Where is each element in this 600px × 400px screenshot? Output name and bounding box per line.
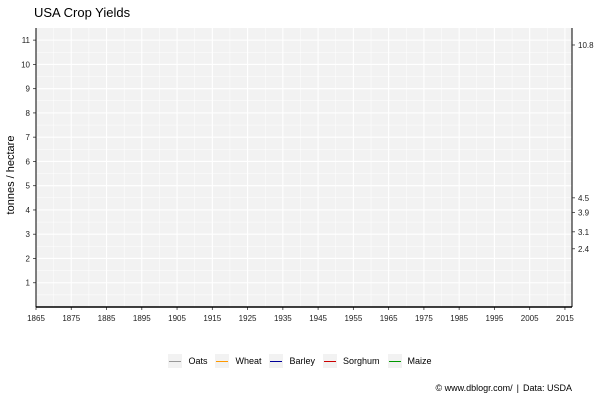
x-tick-label: 1995 [486,314,504,323]
legend-line-swatch [270,361,283,362]
legend-item: Barley [269,354,315,368]
x-tick-label: 1895 [133,314,151,323]
right-axis-label: 4.5 [578,194,590,203]
legend-label: Barley [289,356,315,366]
right-axis-label: 10.8 [578,41,594,50]
x-tick-label: 1945 [309,314,327,323]
y-tick-label: 3 [26,230,31,239]
y-tick-label: 10 [21,60,30,69]
legend-line-swatch [388,361,401,362]
legend-item: Oats [168,354,207,368]
y-axis-label: tonnes / hectare [5,135,17,215]
x-tick-label: 1915 [203,314,221,323]
legend-item: Wheat [215,354,261,368]
y-tick-label: 5 [26,182,31,191]
y-tick-label: 4 [26,206,31,215]
legend-key [168,354,183,368]
legend-label: Sorghum [343,356,380,366]
caption-data-credit: Data: USDA [522,383,572,393]
x-tick-label: 1935 [274,314,292,323]
caption: © www.dblogr.com/| Data: USDA [435,383,572,393]
chart-title: USA Crop Yields [34,5,131,20]
legend-key [215,354,230,368]
legend-label: Maize [407,356,432,366]
legend: Oats Wheat Barley Sorghum Maize [0,352,600,370]
legend-key [323,354,337,368]
x-tick-label: 1865 [27,314,45,323]
y-tick-label: 2 [26,254,31,263]
x-tick-label: 1905 [168,314,186,323]
legend-line-swatch [169,361,182,362]
y-tick-label: 6 [26,157,31,166]
legend-label: Wheat [235,356,262,366]
x-tick-label: 2015 [556,314,574,323]
x-tick-label: 1885 [98,314,116,323]
legend-label: Oats [188,356,208,366]
y-tick-label: 8 [26,109,31,118]
x-tick-label: 1925 [239,314,257,323]
legend-line-swatch [324,361,336,362]
legend-line-swatch [216,361,229,362]
right-axis-label: 3.1 [578,228,590,237]
legend-key [387,354,402,368]
x-tick-label: 2005 [521,314,539,323]
y-tick-label: 7 [26,133,31,142]
x-tick-label: 1965 [380,314,398,323]
x-tick-label: 1985 [450,314,468,323]
legend-item: Maize [387,354,432,368]
right-axis-label: 2.4 [578,245,590,254]
caption-source: © www.dblogr.com/ [435,383,513,393]
x-tick-label: 1875 [62,314,80,323]
x-tick-label: 1955 [344,314,362,323]
y-tick-label: 9 [26,85,31,94]
right-axis-label: 3.9 [578,208,590,217]
y-tick-label: 1 [26,279,31,288]
legend-key [269,354,284,368]
caption-separator: | [516,383,519,393]
plot-panel [36,28,572,307]
legend-item: Sorghum [323,354,380,368]
y-tick-label: 11 [22,36,31,45]
x-tick-label: 1975 [415,314,433,323]
